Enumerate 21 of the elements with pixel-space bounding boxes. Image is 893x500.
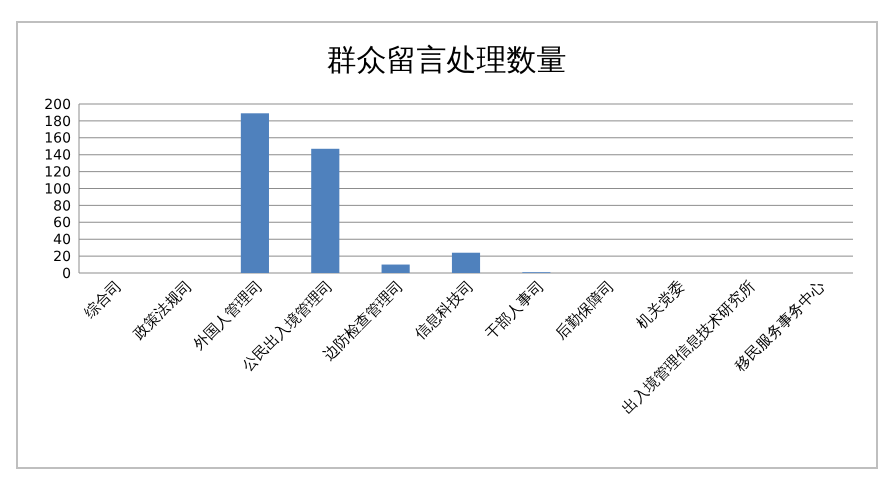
y-tick-label: 120 [44,164,71,180]
x-tick-label: 干部人事司 [481,277,548,343]
y-tick-label: 180 [44,114,71,130]
bar [311,148,340,273]
chart-title: 群众留言处理数量 [326,43,566,78]
x-tick-label: 机关党委 [632,277,688,332]
x-tick-label: 后勤保障司 [552,277,618,343]
y-tick-label: 80 [53,198,71,214]
bar [382,264,410,273]
y-tick-label: 140 [44,148,71,164]
bar [240,113,269,273]
y-tick-label: 20 [53,249,71,265]
y-tick-label: 40 [53,232,71,248]
y-tick-label: 100 [44,181,71,198]
y-tick-label: 160 [44,130,71,147]
y-tick-label: 200 [44,96,71,113]
x-tick-label: 综合司 [80,277,126,322]
y-tick-label: 0 [62,266,71,282]
bar [452,252,480,273]
y-tick-label: 60 [53,215,71,232]
x-tick-label: 信息科技司 [411,277,477,343]
